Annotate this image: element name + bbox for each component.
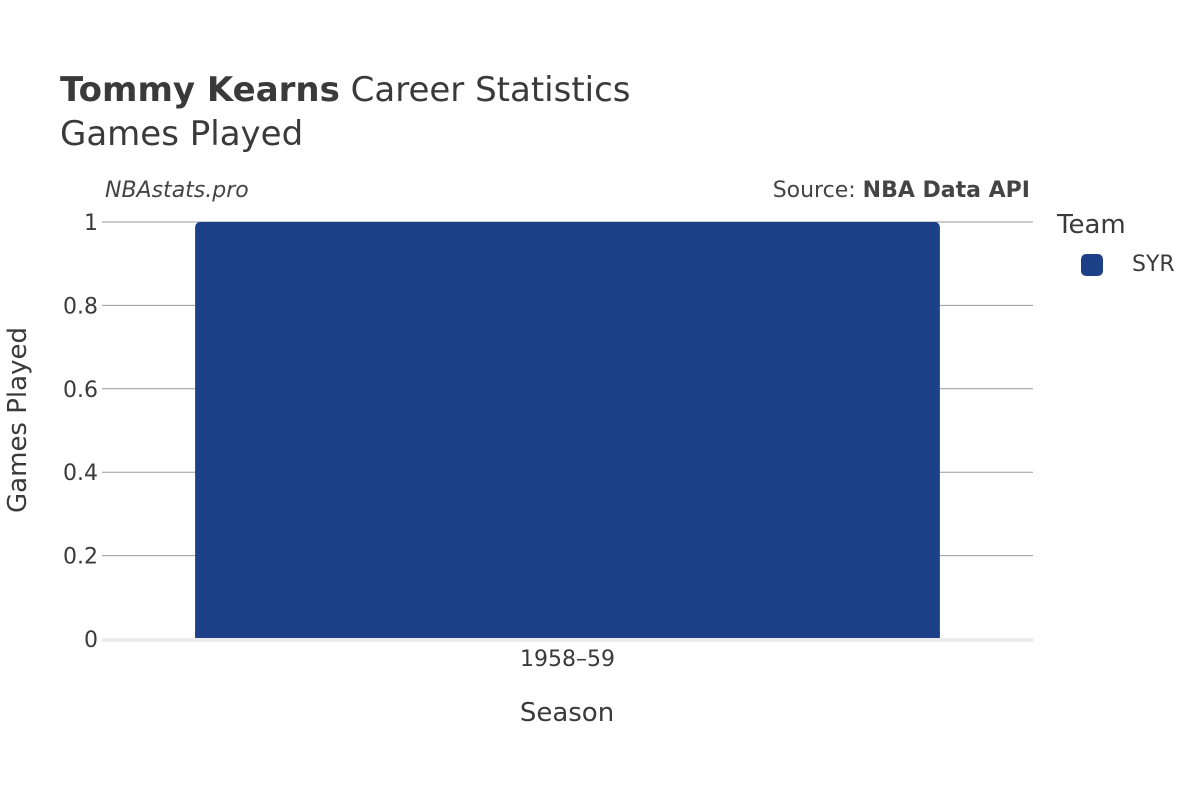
y-tick-label: 0.6 [63, 378, 98, 403]
chart-title: Tommy Kearns Career Statistics [60, 68, 631, 112]
y-tick-label: 0.2 [63, 545, 98, 570]
y-tick-label: 0.8 [63, 294, 98, 319]
source-credit: Source: NBA Data API [773, 178, 1030, 203]
legend-title: Team [1057, 210, 1126, 240]
legend-item-syr[interactable]: SYR [1081, 252, 1175, 277]
watermark: NBAstats.pro [105, 178, 249, 203]
legend-swatch [1081, 253, 1103, 276]
y-axis-title: Games Played [3, 327, 33, 513]
x-tick-labels: 1958–59 [520, 647, 615, 672]
source-prefix: Source: [772, 178, 863, 203]
bar-base [195, 631, 940, 639]
bar-syr[interactable] [195, 222, 940, 639]
title-suffix: Career Statistics [339, 70, 631, 110]
chart-title-block: Tommy Kearns Career Statistics Games Pla… [60, 68, 631, 156]
x-tick-label: 1958–59 [520, 647, 615, 672]
source-name: NBA Data API [862, 178, 1030, 203]
player-name: Tommy Kearns [60, 70, 340, 110]
y-tick-label: 0.4 [63, 461, 98, 486]
legend: Team SYR [1057, 210, 1175, 277]
bars [195, 222, 940, 639]
legend-label: SYR [1132, 252, 1175, 277]
x-axis-title: Season [520, 698, 614, 728]
chart-subtitle: Games Played [60, 114, 304, 154]
y-tick-label: 1 [84, 211, 98, 236]
y-tick-label: 0 [84, 628, 98, 653]
y-tick-labels: 0 0.2 0.4 0.6 0.8 1 [63, 211, 98, 653]
